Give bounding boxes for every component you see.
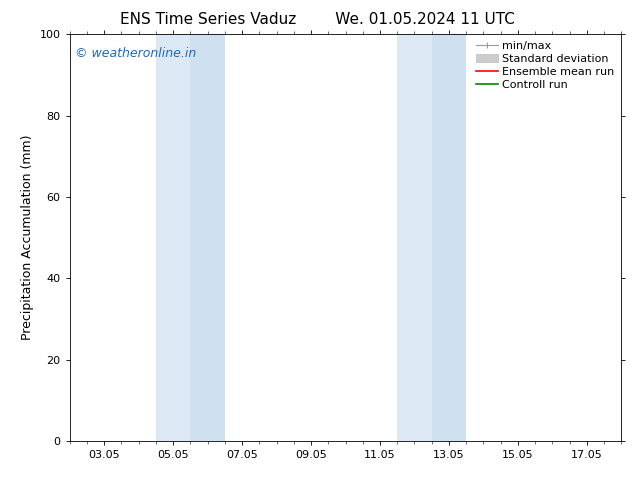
Y-axis label: Precipitation Accumulation (mm): Precipitation Accumulation (mm) [21, 135, 34, 341]
Bar [190, 34, 225, 441]
Legend: min/max, Standard deviation, Ensemble mean run, Controll run: min/max, Standard deviation, Ensemble me… [471, 37, 619, 94]
Bar [432, 34, 466, 441]
Text: © weatheronline.in: © weatheronline.in [75, 47, 197, 59]
Bar [156, 34, 190, 441]
Bar [398, 34, 432, 441]
Text: ENS Time Series Vaduz        We. 01.05.2024 11 UTC: ENS Time Series Vaduz We. 01.05.2024 11 … [120, 12, 514, 27]
